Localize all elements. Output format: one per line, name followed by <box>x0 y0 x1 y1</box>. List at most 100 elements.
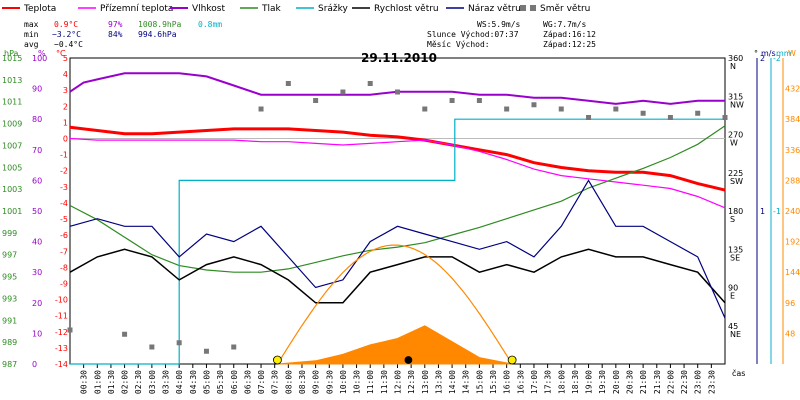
wind-direction-point <box>340 89 346 95</box>
sunset-marker <box>507 355 517 365</box>
wind-gust-info: WG:7.7m/s <box>543 20 587 29</box>
stats-min-label: min <box>24 30 39 39</box>
solar-tick-label: 288 <box>785 176 800 185</box>
pressure-tick-label: 1009 <box>2 120 22 129</box>
x-tick-label: 12:30 <box>407 370 416 394</box>
rain-unit: mm <box>776 49 792 58</box>
wind-direction-point <box>122 331 128 337</box>
wind-direction-point <box>640 110 646 116</box>
solar-unit: W <box>788 49 796 58</box>
solar-tick-label: 336 <box>785 146 800 155</box>
wind-direction-point <box>313 98 319 103</box>
series-prizemni-teplota <box>69 137 726 209</box>
x-tick-label: 04:00 <box>175 370 184 394</box>
direction-compass-label: SE <box>730 253 740 262</box>
humidity-tick-label: 10 <box>32 329 42 338</box>
legend-item-wind-gust: Náraz větru <box>446 4 521 14</box>
direction-tick-label: 315 <box>728 92 743 101</box>
x-tick-label: 09:30 <box>325 370 334 394</box>
moonrise-info: Měsíc Východ: <box>427 40 490 49</box>
direction-tick-label: 45 <box>728 322 738 331</box>
x-tick-label: 18:00 <box>557 370 566 394</box>
temperature-tick-label: 1 <box>63 118 68 127</box>
wind-direction-point <box>504 106 510 112</box>
humidity-tick-label: 60 <box>32 176 42 185</box>
sun-path <box>276 244 513 365</box>
wind-direction-point <box>722 115 728 120</box>
temperature-tick-label: -5 <box>60 215 68 224</box>
wind-direction-point <box>667 115 673 120</box>
solar-tick-label: 96 <box>785 299 795 308</box>
pressure-tick-label: 993 <box>2 294 17 303</box>
temperature-tick-label: -12 <box>55 328 68 337</box>
direction-compass-label: S <box>730 215 735 224</box>
legend-swatch <box>530 5 536 11</box>
temperature-tick-label: 5 <box>63 54 68 63</box>
temperature-tick-label: -1 <box>60 151 68 160</box>
x-tick-label: 08:00 <box>284 370 293 394</box>
legend-label: Náraz větru <box>468 4 521 14</box>
temperature-tick-label: -4 <box>60 199 68 208</box>
wind-direction-point <box>422 106 428 112</box>
pressure-tick-label: 1003 <box>2 185 22 194</box>
temperature-tick-label: 2 <box>63 102 68 111</box>
temperature-unit: °C <box>56 49 66 58</box>
x-tick-label: 17:00 <box>530 370 539 394</box>
x-tick-label: 21:30 <box>653 370 662 394</box>
x-tick-label: 07:30 <box>271 370 280 394</box>
x-tick-label: 16:00 <box>503 370 512 394</box>
solar-tick-label: 432 <box>785 85 800 94</box>
temperature-tick-label: -13 <box>55 344 68 353</box>
wind-direction-point <box>395 89 400 95</box>
x-tick-label: 15:30 <box>489 370 498 394</box>
series-layer <box>67 72 728 365</box>
humidity-tick-label: 40 <box>32 238 42 247</box>
solar-tick-label: 48 <box>785 329 795 338</box>
direction-tick-label: 360 <box>728 54 743 63</box>
legend-label: Přízemní teplota <box>100 4 173 14</box>
temperature-tick-label: -8 <box>60 263 68 272</box>
x-tick-label: 19:00 <box>585 370 594 394</box>
time-axis-label: čas <box>732 368 745 378</box>
pressure-tick-label: 1001 <box>2 207 22 216</box>
humidity-tick-label: 30 <box>32 268 42 277</box>
solar-tick-label: 144 <box>785 268 800 277</box>
rain-tick-label: -2 <box>773 54 781 63</box>
stats-avg-label: avg <box>24 40 39 49</box>
sunrise-info: Slunce Východ:07:37 <box>427 30 519 39</box>
info-block: WS:5.9m/s WG:7.7m/s Slunce Východ:07:37 … <box>427 20 596 49</box>
humidity-unit: % <box>38 49 46 58</box>
pressure-unit: hPa <box>4 49 19 58</box>
legend-label: Rychlost větru <box>374 4 439 14</box>
legend-label: Vlhkost <box>192 4 225 14</box>
x-tick-label: 19:30 <box>598 370 607 394</box>
x-tick-label: 10:00 <box>339 370 348 394</box>
rain-tick-label: -1 <box>773 207 781 216</box>
x-tick-label: 17:30 <box>544 370 553 394</box>
stats-avg-temp: −0.4°C <box>54 40 83 49</box>
x-tick-label: 23:30 <box>707 370 716 394</box>
stats-max-press: 1008.9hPa <box>138 20 182 29</box>
left-axes: 1015101310111009100710051003100199999799… <box>2 54 68 369</box>
humidity-tick-label: 100 <box>32 54 47 63</box>
legend-item-temp: Teplota <box>2 4 56 14</box>
direction-compass-label: E <box>730 292 735 301</box>
legend-item-humidity: Vlhkost <box>170 4 225 14</box>
temperature-tick-label: -14 <box>55 360 68 369</box>
x-tick-label: 02:30 <box>134 370 143 394</box>
legend-label: Tlak <box>261 4 282 14</box>
humidity-tick-label: 50 <box>32 207 42 216</box>
wind-direction-point <box>203 348 209 354</box>
series-naraz-vetru <box>69 179 726 319</box>
x-tick-label: 20:30 <box>625 370 634 394</box>
wind-direction-point <box>586 115 592 120</box>
direction-tick-label: 180 <box>728 207 743 216</box>
temperature-tick-label: -9 <box>60 279 68 288</box>
x-tick-label: 13:00 <box>421 370 430 394</box>
x-tick-label: 03:00 <box>148 370 157 394</box>
x-tick-label: 00:30 <box>80 370 89 394</box>
direction-compass-label: SW <box>730 177 743 186</box>
moonset-marker <box>404 356 413 364</box>
x-tick-label: 05:00 <box>202 370 211 394</box>
